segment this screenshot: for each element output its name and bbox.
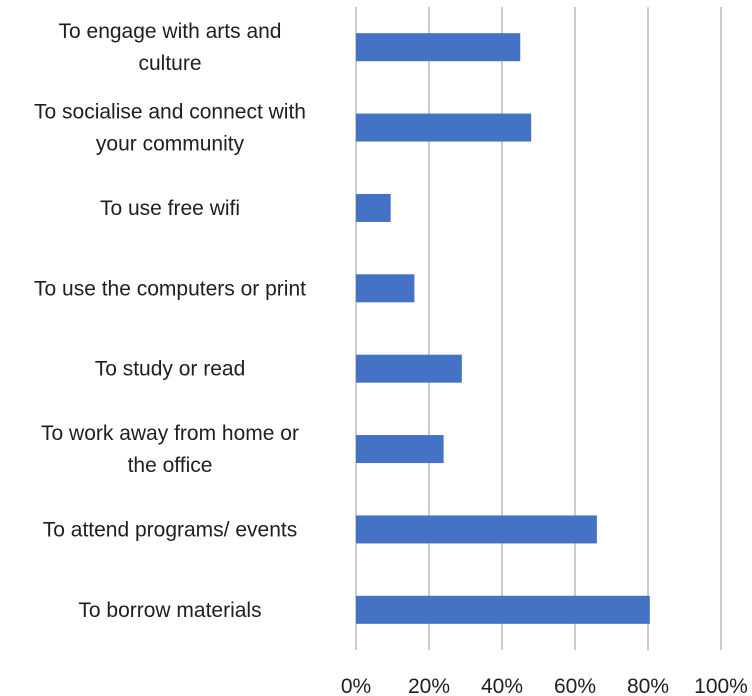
- category-label: To use free wifi: [100, 197, 240, 220]
- bar: [356, 354, 462, 383]
- category-label: To work away from home or the office: [41, 422, 299, 477]
- category-label-line: To use free wifi: [100, 197, 240, 220]
- category-label-line: To engage with arts and: [59, 20, 282, 43]
- category-label-line: your community: [96, 133, 245, 156]
- category-label-line: To study or read: [95, 358, 246, 381]
- x-tick-label: 100%: [694, 675, 748, 696]
- x-tick-label: 60%: [554, 675, 596, 696]
- category-label-line: the office: [128, 454, 213, 477]
- category-label: To socialise and connect with your commun…: [34, 101, 306, 156]
- bar: [356, 113, 532, 142]
- category-label-line: culture: [138, 52, 201, 75]
- bar: [356, 515, 597, 544]
- category-label-line: To attend programs/ events: [43, 518, 297, 541]
- bar: [356, 595, 650, 624]
- bar: [356, 33, 521, 62]
- category-label: To use the computers or print: [34, 277, 306, 300]
- x-tick-label: 80%: [627, 675, 669, 696]
- category-label: To borrow materials: [78, 599, 261, 622]
- bar: [356, 435, 444, 464]
- category-label-line: To socialise and connect with: [34, 101, 306, 124]
- category-labels: To engage with arts and culture To sociali…: [34, 20, 306, 622]
- category-label-line: To borrow materials: [78, 599, 261, 622]
- category-label-line: To use the computers or print: [34, 277, 306, 300]
- x-tick-label: 20%: [408, 675, 450, 696]
- bar: [356, 193, 391, 222]
- bar: [356, 274, 415, 303]
- bars: [356, 33, 650, 624]
- category-label: To attend programs/ events: [43, 518, 297, 541]
- category-label-line: To work away from home or: [41, 422, 299, 445]
- category-label: To engage with arts and culture: [59, 20, 282, 75]
- x-axis-tick-labels: 0% 20% 40% 60% 80% 100%: [341, 675, 748, 696]
- gridlines: [355, 7, 722, 650]
- x-tick-label: 0%: [341, 675, 371, 696]
- category-label: To study or read: [95, 358, 246, 381]
- x-tick-label: 40%: [481, 675, 523, 696]
